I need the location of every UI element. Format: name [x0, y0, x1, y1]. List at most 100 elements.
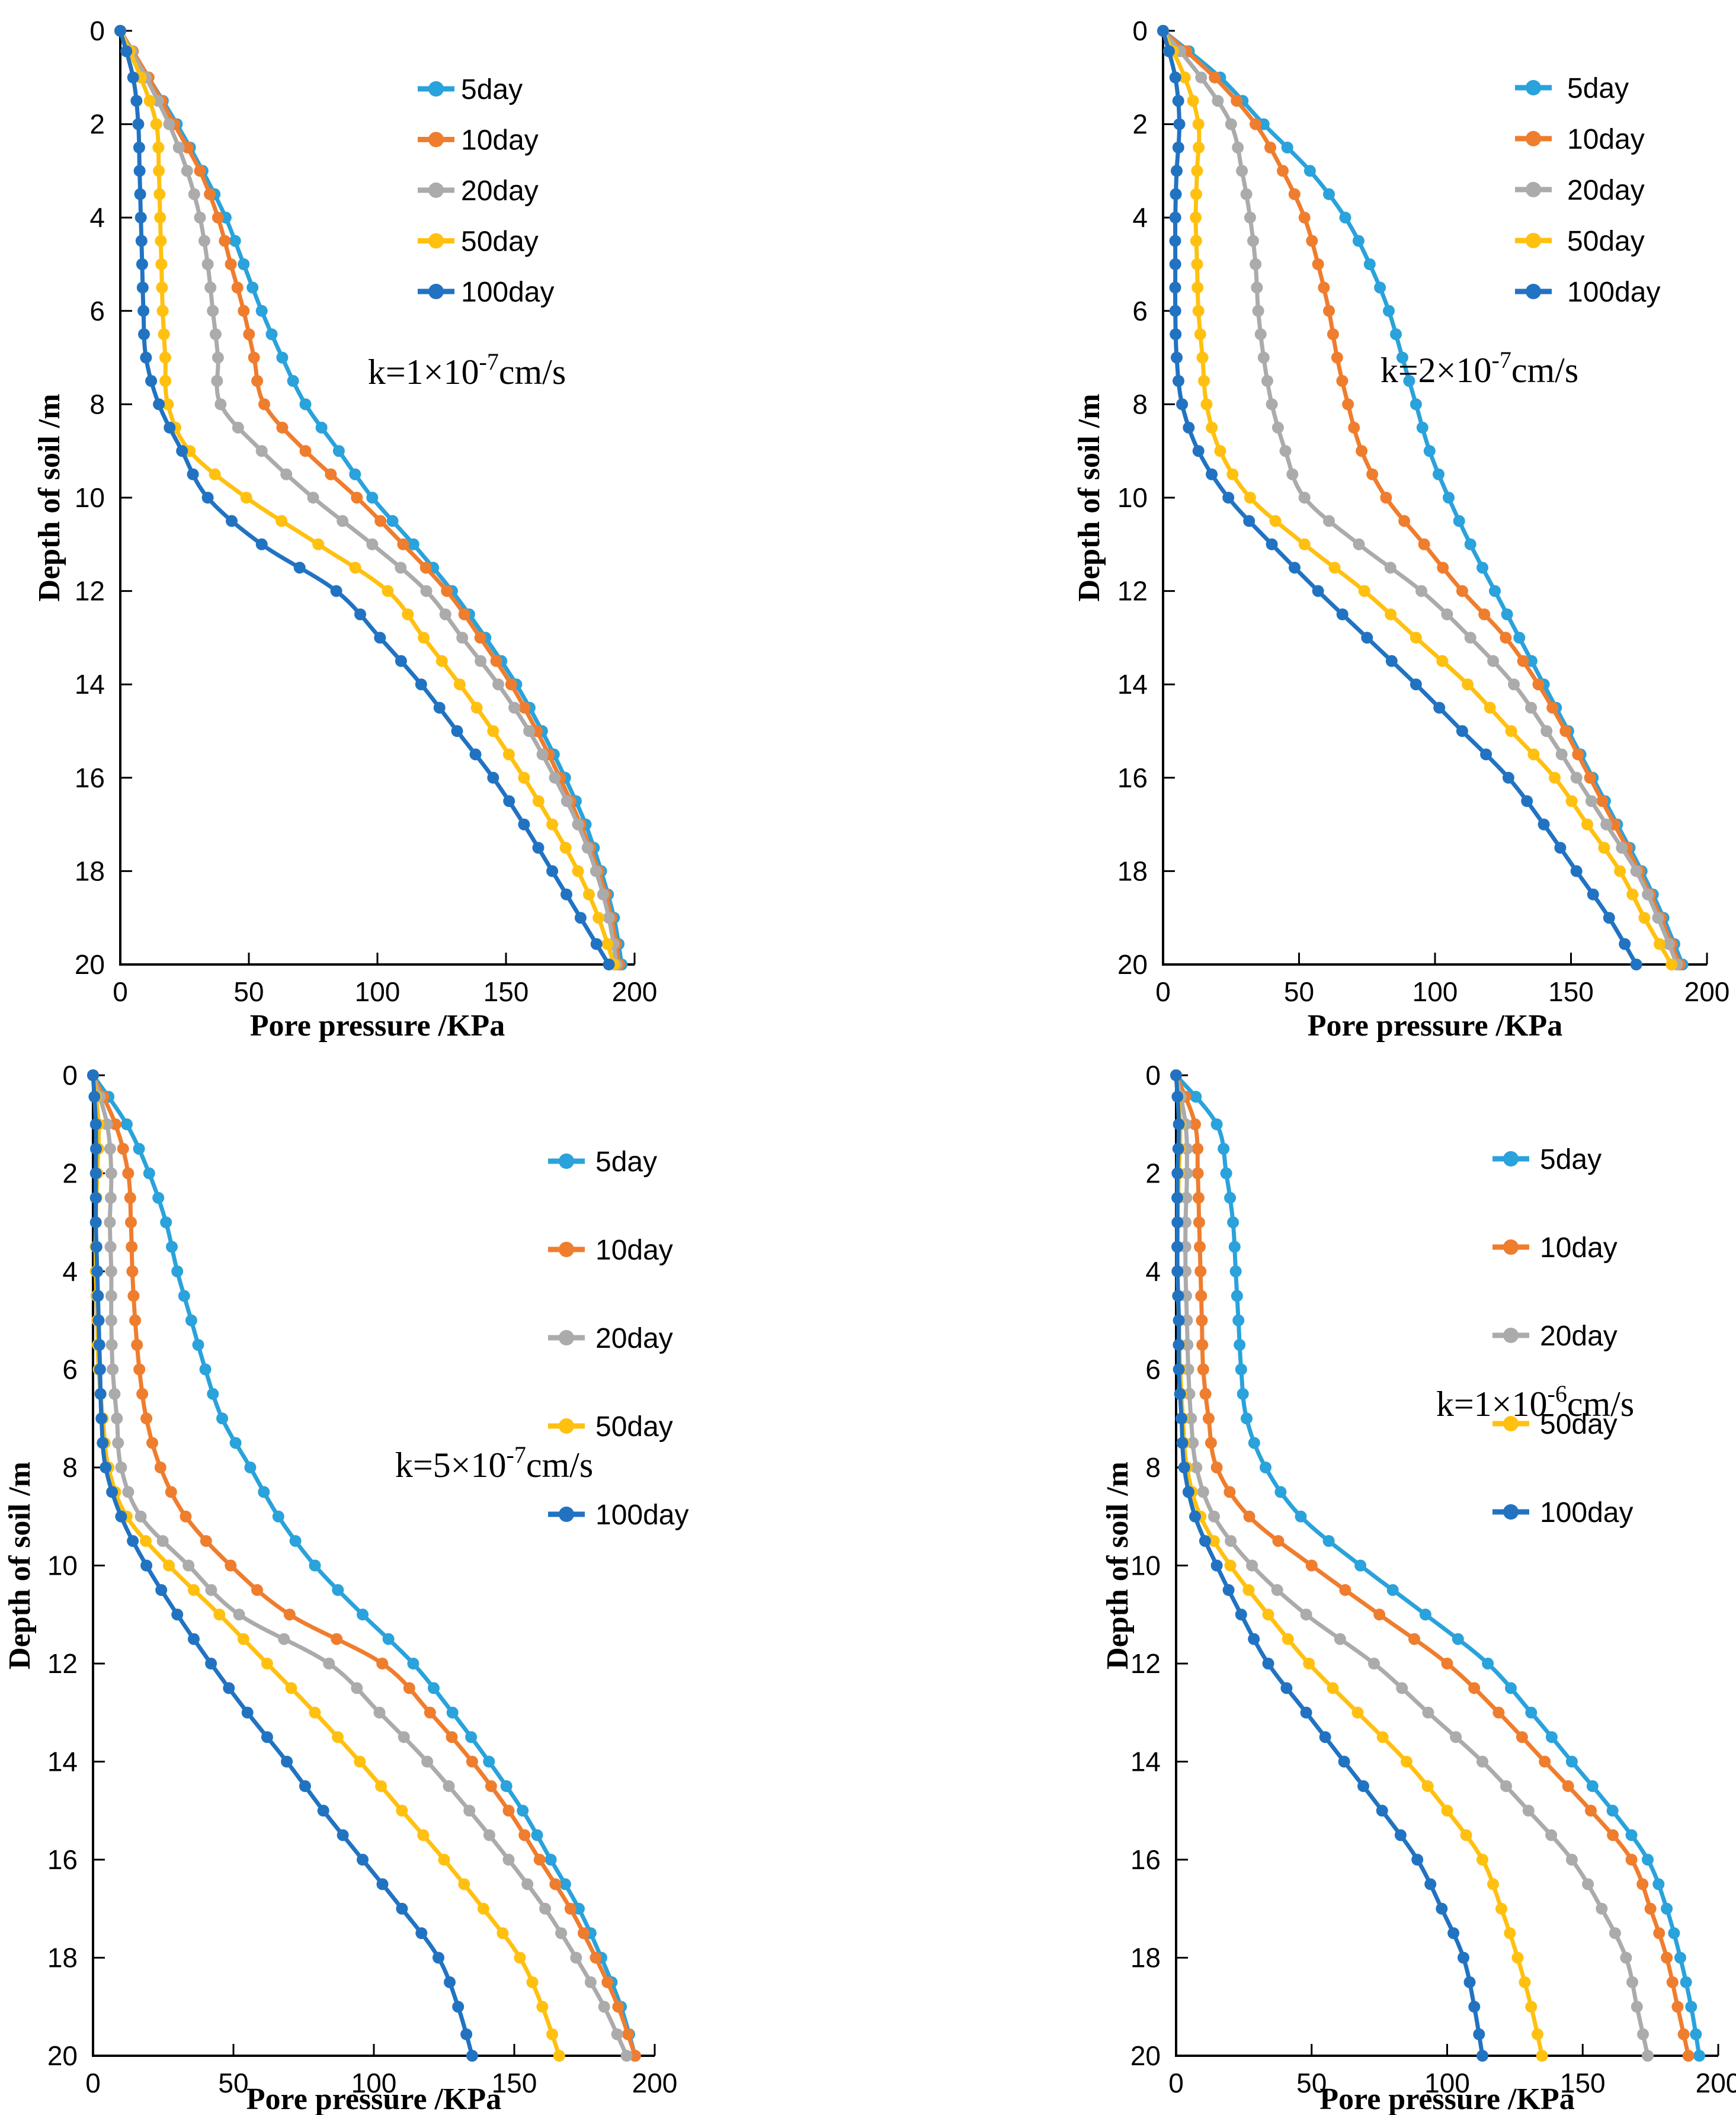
series-markers-10day — [87, 1069, 641, 2062]
data-point-50day — [417, 1829, 430, 1841]
data-point-5day — [407, 1658, 419, 1669]
data-point-5day — [1652, 1878, 1665, 1890]
y-tick-label: 8 — [1132, 389, 1148, 419]
data-point-100day — [1456, 725, 1468, 737]
data-point-100day — [1199, 1535, 1211, 1547]
data-point-5day — [1674, 1951, 1686, 1964]
data-point-20day — [101, 1118, 113, 1130]
data-point-20day — [1508, 678, 1520, 691]
data-point-20day — [1565, 1854, 1578, 1866]
data-point-50day — [1598, 842, 1610, 854]
data-point-50day — [261, 1658, 273, 1669]
y-axis-title: Depth of soil /m — [33, 394, 66, 602]
data-point-10day — [1197, 1363, 1209, 1376]
data-point-50day — [526, 1976, 539, 1988]
data-point-20day — [204, 281, 217, 294]
data-point-20day — [1252, 305, 1264, 317]
data-point-10day — [1264, 142, 1276, 153]
data-point-100day — [92, 1314, 105, 1326]
series-markers-20day — [1170, 1069, 1654, 2062]
data-point-20day — [104, 1191, 117, 1204]
data-point-5day — [500, 1780, 513, 1792]
data-point-10day — [1517, 655, 1529, 667]
data-point-5day — [1323, 188, 1335, 200]
data-point-100day — [1468, 2001, 1481, 2013]
data-point-100day — [93, 1339, 105, 1351]
data-point-10day — [1231, 95, 1243, 107]
data-point-5day — [1396, 351, 1408, 364]
y-tick-label: 0 — [1132, 15, 1148, 46]
data-point-20day — [1596, 1902, 1608, 1915]
y-tick-label: 10 — [47, 1550, 78, 1581]
data-point-5day — [1423, 445, 1436, 457]
data-point-50day — [497, 1927, 509, 1940]
data-point-10day — [1398, 515, 1411, 527]
data-point-50day — [1549, 771, 1561, 784]
data-point-20day — [112, 1437, 124, 1449]
data-point-100day — [114, 25, 126, 37]
data-point-100day — [137, 305, 150, 317]
data-point-50day — [536, 2001, 549, 2013]
data-point-100day — [460, 2028, 473, 2040]
data-point-20day — [232, 421, 244, 434]
data-point-20day — [194, 212, 206, 224]
data-point-50day — [153, 188, 166, 200]
data-point-10day — [403, 1682, 415, 1694]
data-point-20day — [1368, 1658, 1380, 1669]
data-point-20day — [105, 1339, 118, 1351]
data-point-20day — [508, 701, 521, 714]
data-point-20day — [1208, 1510, 1220, 1523]
data-point-5day — [1453, 515, 1465, 527]
data-point-100day — [135, 235, 148, 247]
data-point-50day — [1194, 328, 1206, 341]
data-point-50day — [514, 1951, 526, 1964]
data-point-20day — [1616, 842, 1628, 854]
data-point-5day — [160, 1216, 172, 1229]
data-point-10day — [1596, 795, 1609, 807]
data-point-5day — [1565, 1755, 1578, 1768]
data-point-20day — [1300, 1608, 1312, 1621]
data-point-50day — [1505, 725, 1517, 737]
data-point-5day — [1229, 1265, 1242, 1277]
data-point-10day — [1478, 608, 1491, 620]
data-point-20day — [1180, 1191, 1193, 1204]
data-point-5day — [428, 1682, 440, 1694]
data-point-10day — [622, 2028, 634, 2040]
y-tick-label: 0 — [89, 15, 105, 46]
data-point-100day — [433, 701, 446, 714]
data-point-10day — [397, 538, 409, 550]
data-point-100day — [153, 398, 165, 411]
data-point-100day — [1361, 632, 1373, 644]
data-point-5day — [229, 235, 241, 247]
data-point-100day — [1169, 258, 1181, 270]
data-point-20day — [572, 818, 584, 831]
data-point-5day — [133, 1143, 145, 1155]
data-point-20day — [1642, 2050, 1654, 2062]
data-point-100day — [140, 351, 152, 364]
data-point-50day — [1282, 1633, 1294, 1645]
data-point-10day — [533, 1854, 546, 1866]
data-point-20day — [1450, 1731, 1462, 1744]
data-point-100day — [1280, 1682, 1293, 1694]
data-point-10day — [485, 1780, 497, 1792]
data-point-5day — [1257, 118, 1270, 130]
data-point-20day — [104, 1241, 117, 1253]
data-point-100day — [1210, 1559, 1223, 1572]
data-point-10day — [154, 1462, 166, 1473]
y-tick-label: 20 — [1130, 2040, 1161, 2071]
legend-item-10day: 10day — [1492, 1232, 1618, 1264]
data-point-5day — [1433, 468, 1444, 480]
y-tick-label: 14 — [75, 669, 105, 700]
y-tick-label: 18 — [1117, 855, 1148, 886]
data-point-20day — [1441, 608, 1453, 620]
legend-marker-50day — [1526, 233, 1541, 248]
data-point-20day — [597, 888, 609, 901]
data-point-20day — [134, 1510, 147, 1523]
data-point-10day — [1189, 1118, 1201, 1130]
data-point-20day — [152, 95, 164, 107]
data-point-50day — [435, 655, 448, 667]
data-point-100day — [1630, 959, 1642, 970]
data-point-20day — [104, 1216, 116, 1229]
